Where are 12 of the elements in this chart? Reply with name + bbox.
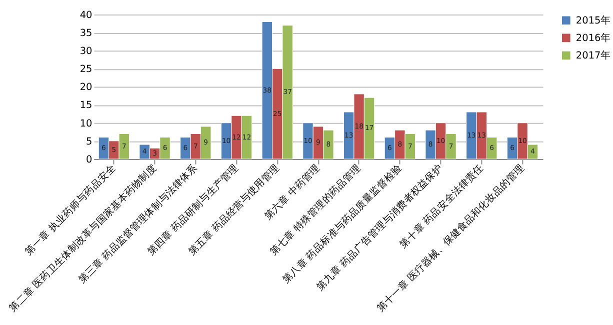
y-tick-label: 40: [80, 10, 92, 21]
legend-label: 2016年: [576, 32, 611, 44]
y-tick-label: 15: [80, 100, 92, 112]
y-tick-label: 0: [86, 154, 92, 166]
legend-label: 2017年: [576, 49, 611, 62]
y-tick-label: 20: [80, 82, 92, 94]
legend-label: 2015年: [576, 14, 611, 26]
y-tick-label: 5: [86, 136, 92, 148]
y-tick-label: 30: [80, 46, 92, 58]
y-tick-label: 35: [80, 28, 92, 39]
y-tick-label: 10: [80, 118, 92, 130]
y-tick-label: 25: [80, 64, 92, 76]
